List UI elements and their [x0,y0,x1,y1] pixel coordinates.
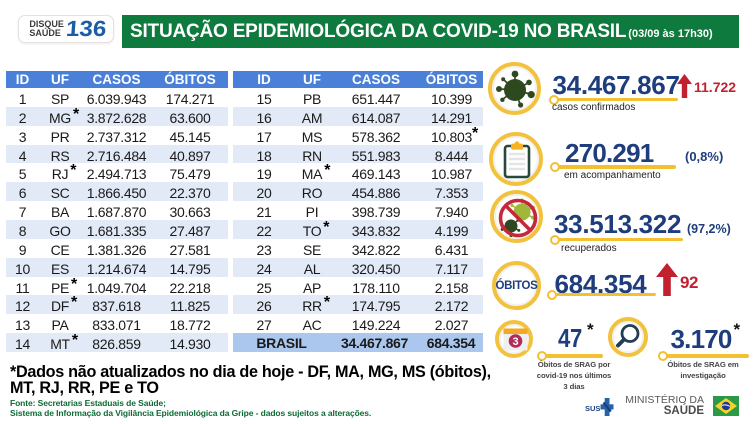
svg-text:3: 3 [512,336,518,348]
